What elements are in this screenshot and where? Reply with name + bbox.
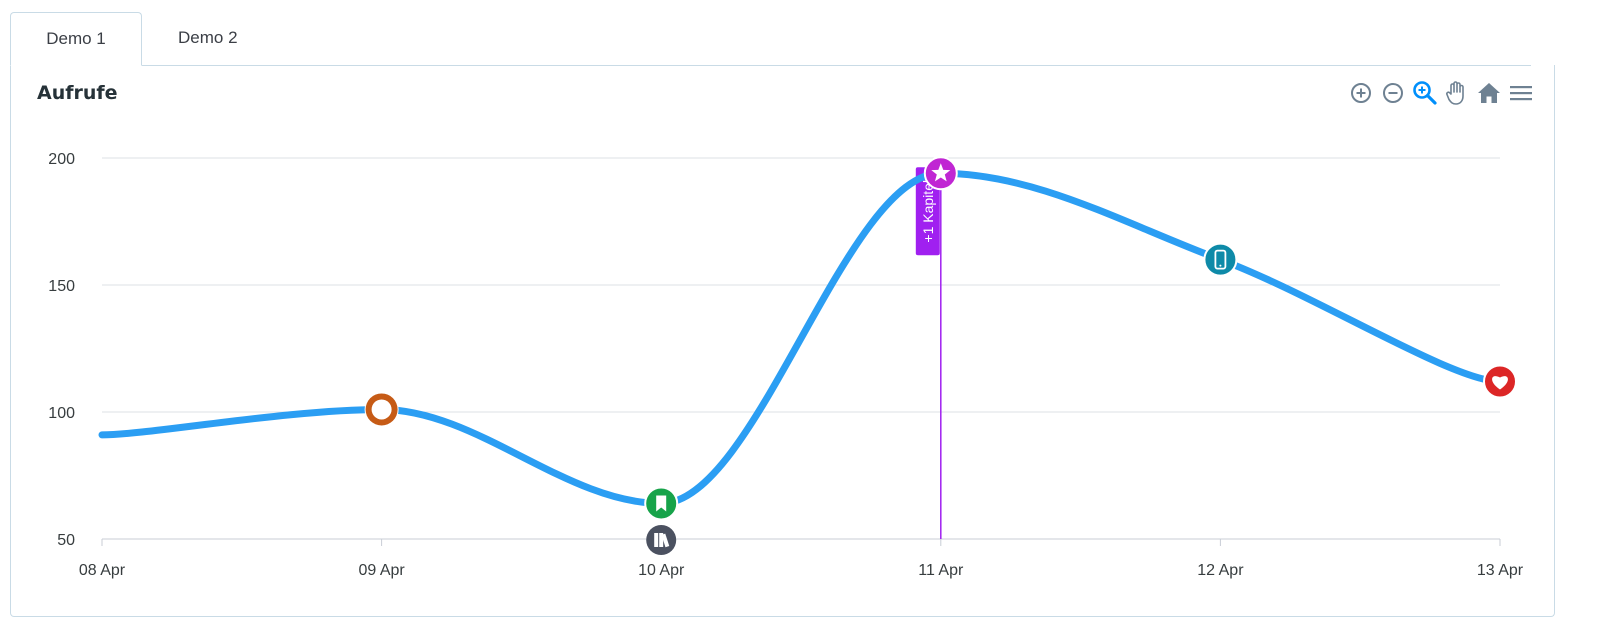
book-spine (661, 533, 670, 548)
menu-icon[interactable] (1508, 80, 1534, 106)
star-icon (923, 156, 958, 191)
marker-circle (1203, 242, 1238, 277)
x-tick-label: 12 Apr (1197, 562, 1244, 579)
bookmark-icon (644, 486, 679, 521)
smartphone-icon (1203, 242, 1238, 277)
series-line (98, 169, 1504, 507)
marker-inner (371, 399, 392, 420)
x-tick-label: 09 Apr (358, 562, 405, 579)
bookmark-glyph (656, 495, 667, 512)
annotation-label-box (915, 167, 940, 256)
tab-panel (10, 65, 1555, 617)
star-glyph (931, 163, 951, 182)
zoom-out-icon[interactable] (1380, 80, 1406, 106)
heart-glyph (1492, 376, 1508, 390)
pan-hand-icon[interactable] (1444, 80, 1470, 106)
smartphone-glyph (1214, 249, 1227, 270)
selection-zoom-icon[interactable] (1412, 80, 1438, 106)
home-reset-icon[interactable] (1476, 80, 1502, 106)
y-tick-label: 100 (48, 405, 75, 422)
y-tick-label: 150 (48, 278, 75, 295)
books-icon (646, 525, 677, 555)
annotation-label: +1 Kapitel (920, 180, 936, 243)
zoom-in-icon[interactable] (1348, 80, 1374, 106)
tab-demo-1[interactable]: Demo 1 (10, 12, 142, 66)
tab-panel-border (141, 65, 1531, 66)
tab-demo-2[interactable]: Demo 2 (178, 28, 238, 47)
y-tick-label: 50 (57, 532, 75, 549)
chat-bubble-icon (364, 392, 399, 427)
smartphone-button (1219, 264, 1222, 267)
x-tick-label: 11 Apr (918, 562, 964, 579)
tab-bar: Demo 1 Demo 2 (10, 12, 258, 66)
y-tick-label: 200 (48, 151, 75, 168)
book-spine (659, 533, 664, 547)
x-tick-label: 08 Apr (79, 562, 126, 579)
heart-icon (1483, 364, 1517, 399)
x-tick-label: 13 Apr (1477, 562, 1524, 579)
chart-title: Aufrufe (37, 82, 118, 104)
book-spine (654, 533, 659, 547)
x-tick-label: 10 Apr (638, 562, 685, 579)
chart-toolbar (1348, 80, 1534, 106)
